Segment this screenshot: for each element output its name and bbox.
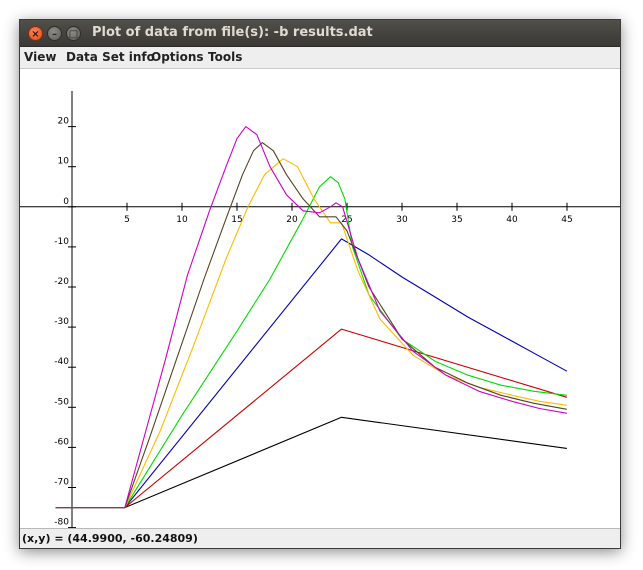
maximize-window-button[interactable]: □ — [66, 26, 81, 41]
x-tick-label: 45 — [561, 215, 572, 225]
x-tick-label: 10 — [176, 215, 188, 225]
plot-window: × – □ Plot of data from file(s): -b resu… — [19, 19, 621, 549]
y-tick-label: -80 — [54, 518, 69, 528]
series-line-1 — [55, 416, 567, 509]
menu-data-set-info[interactable]: Data Set info — [66, 50, 155, 64]
close-window-button[interactable]: × — [28, 26, 43, 41]
minimize-window-button[interactable]: – — [47, 26, 62, 41]
y-tick-label: -20 — [54, 277, 69, 287]
maximize-icon: □ — [68, 29, 79, 40]
y-tick-label: -60 — [54, 437, 69, 447]
window-title: Plot of data from file(s): -b results.da… — [92, 25, 373, 40]
series-line-7 — [55, 126, 567, 509]
menu-options[interactable]: Options — [151, 50, 204, 64]
menu-tools[interactable]: Tools — [208, 50, 243, 64]
x-tick-label: 15 — [231, 215, 242, 225]
y-tick-label: 0 — [63, 197, 69, 207]
status-bar: (x,y) = (44.9900, -60.24809) — [20, 528, 620, 548]
cursor-coordinates: (x,y) = (44.9900, -60.24809) — [22, 532, 198, 545]
series-line-4 — [55, 176, 567, 509]
menu-view[interactable]: View — [24, 50, 57, 64]
x-tick-label: 30 — [396, 215, 408, 225]
title-bar[interactable]: × – □ Plot of data from file(s): -b resu… — [20, 20, 620, 47]
menu-bar: View Data Set info Options Tools — [20, 47, 620, 69]
y-tick-label: -50 — [54, 397, 69, 407]
plot-area[interactable]: 5 10 15 20 25 30 35 40 45 20 10 0 -10 -20 -30 -40 -50 -60… — [20, 69, 621, 529]
y-tick-label: -30 — [54, 317, 69, 327]
y-tick-label: 20 — [58, 117, 70, 127]
minimize-icon: – — [52, 29, 57, 40]
y-tick-label: -10 — [54, 237, 69, 247]
y-tick-label: -40 — [54, 357, 69, 367]
series-line-6 — [55, 142, 567, 509]
close-icon: × — [31, 29, 40, 40]
y-tick-label: -70 — [54, 478, 69, 488]
y-tick-label: 10 — [58, 157, 70, 167]
x-tick-label: 40 — [506, 215, 518, 225]
line-chart[interactable]: 5 10 15 20 25 30 35 40 4520100-10-20-30-40-50-60… — [20, 69, 621, 529]
series-line-5 — [55, 158, 567, 509]
x-tick-label: 5 — [124, 215, 130, 225]
x-tick-label: 35 — [451, 215, 462, 225]
series-line-3 — [55, 238, 568, 509]
x-tick-label: 20 — [286, 215, 298, 225]
